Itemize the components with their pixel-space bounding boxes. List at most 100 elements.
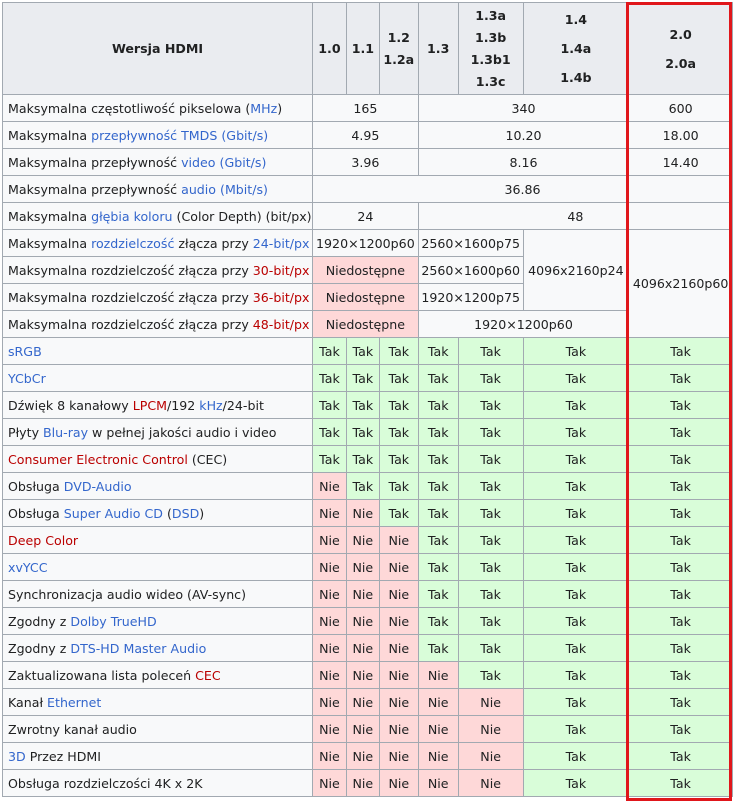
yes-cell: Tak — [417, 337, 459, 365]
feature-row-sacd: Obsługa Super Audio CD (DSD) Nie Nie Tak Ta… — [2, 499, 733, 527]
yes-cell: Tak — [457, 364, 524, 392]
link-ycbcr[interactable]: YCbCr — [8, 370, 46, 386]
yes-cell: Tak — [345, 445, 380, 473]
link-gbits[interactable]: (Gbit/s) — [221, 127, 269, 143]
link-lpcm[interactable]: LPCM — [132, 397, 167, 413]
link-srgb[interactable]: sRGB — [8, 343, 42, 359]
header-1-0: 1.0 — [311, 2, 347, 95]
feature-label-srgb: sRGB — [2, 337, 313, 365]
label-text: Dźwięk 8 kanałowy — [8, 397, 133, 413]
yes-cell: Tak — [628, 607, 733, 635]
link-sacd[interactable]: Super Audio CD — [63, 505, 163, 521]
link-48bit[interactable]: 48-bit/px — [252, 316, 310, 332]
link-audio[interactable]: audio — [181, 181, 217, 197]
header-2-0: 2.0 2.0a — [628, 2, 733, 95]
link-cec[interactable]: CEC — [195, 667, 221, 683]
header-1-2a-label: 1.2a — [383, 51, 415, 67]
yes-cell: Tak — [311, 337, 347, 365]
no-cell: Nie — [457, 715, 524, 743]
spec-row-res-30bit: Maksymalna rozdzielczość złącza przy 30-… — [2, 256, 733, 284]
link-ethernet[interactable]: Ethernet — [47, 694, 102, 710]
header-1-2-label: 1.2 — [387, 29, 410, 45]
spec-label-res-30bit: Maksymalna rozdzielczość złącza przy 30-… — [2, 256, 313, 284]
link-mbits[interactable]: (Mbit/s) — [220, 181, 268, 197]
yes-cell: Tak — [311, 445, 347, 473]
link-24bit[interactable]: 24-bit/px — [252, 235, 310, 251]
no-cell: Nie — [311, 526, 347, 554]
feature-row-lpcm: Dźwięk 8 kanałowy LPCM/192 kHz/24-bit Ta… — [2, 391, 733, 419]
feature-row-srgb: sRGB Tak Tak Tak Tak Tak Tak Tak — [2, 337, 733, 365]
yes-cell: Tak — [522, 661, 630, 689]
yes-cell: Tak — [457, 526, 524, 554]
yes-cell: Tak — [522, 499, 630, 527]
link-3d[interactable]: 3D — [8, 748, 26, 764]
yes-cell: Tak — [522, 472, 630, 500]
spec-label-res-24bit: Maksymalna rozdzielczość złącza przy 24-… — [2, 229, 313, 257]
no-cell: Nie — [378, 715, 419, 743]
no-cell: Nie — [345, 580, 380, 608]
yes-cell: Tak — [522, 445, 630, 473]
value-cell: 4096x2160p60 — [628, 229, 733, 338]
yes-cell: Tak — [378, 418, 419, 446]
link-mhz[interactable]: MHz — [250, 100, 278, 116]
yes-cell: Tak — [457, 391, 524, 419]
yes-cell: Tak — [628, 337, 733, 365]
link-xvycc[interactable]: xvYCC — [8, 559, 48, 575]
link-gbits[interactable]: (Gbit/s) — [219, 154, 267, 170]
no-cell: Nie — [311, 688, 347, 716]
feature-label-deep-color: Deep Color — [2, 526, 313, 554]
label-text: Maksymalna częstotliwość pikselowa ( — [8, 100, 251, 116]
header-1-3: 1.3 — [417, 2, 459, 95]
no-cell: Nie — [417, 769, 459, 797]
header-1-2: 1.2 1.2a — [378, 2, 419, 95]
link-bluray[interactable]: Blu-ray — [43, 424, 89, 440]
spec-label-res-36bit: Maksymalna rozdzielczość złącza przy 36-… — [2, 283, 313, 311]
yes-cell: Tak — [457, 661, 524, 689]
yes-cell: Tak — [378, 337, 419, 365]
feature-row-cec: Consumer Electronic Control (CEC) Tak Tak… — [2, 445, 733, 473]
feature-row-3d: 3D Przez HDMI Nie Nie Nie Nie Nie Tak Tak — [2, 742, 733, 770]
spec-label-audio: Maksymalna przepływność audio (Mbit/s) — [2, 175, 313, 203]
link-dsd[interactable]: DSD — [171, 505, 200, 521]
link-dts-hd[interactable]: DTS-HD Master Audio — [70, 640, 207, 656]
label-text: złącza przy — [174, 235, 253, 251]
no-cell: Nie — [311, 499, 347, 527]
label-text: ) — [199, 505, 205, 521]
link-color-depth[interactable]: głębia koloru — [91, 208, 173, 224]
link-video[interactable]: video — [181, 154, 216, 170]
link-dolby-truehd[interactable]: Dolby TrueHD — [70, 613, 157, 629]
label-text: Maksymalna przepływność — [8, 154, 182, 170]
link-cec[interactable]: Consumer Electronic Control — [8, 451, 188, 467]
header-1-3a: 1.3a 1.3b 1.3b1 1.3c — [457, 2, 524, 95]
link-resolution[interactable]: rozdzielczość — [91, 235, 175, 251]
link-36bit[interactable]: 36-bit/px — [252, 289, 310, 305]
header-1-3b-label: 1.3b — [474, 29, 507, 45]
header-1-3a-label: 1.3a — [475, 7, 507, 23]
label-text: Zgodny z — [8, 613, 71, 629]
yes-cell: Tak — [628, 553, 733, 581]
yes-cell: Tak — [417, 499, 459, 527]
yes-cell: Tak — [345, 364, 380, 392]
yes-cell: Tak — [522, 688, 630, 716]
yes-cell: Tak — [345, 418, 380, 446]
no-cell: Nie — [457, 742, 524, 770]
header-1-4-label: 1.4 — [564, 12, 588, 27]
label-text: Maksymalna rozdzielczość złącza przy — [8, 262, 253, 278]
link-30bit[interactable]: 30-bit/px — [252, 262, 310, 278]
yes-cell: Tak — [457, 634, 524, 662]
link-khz[interactable]: kHz — [199, 397, 223, 413]
yes-cell: Tak — [378, 364, 419, 392]
link-deep-color[interactable]: Deep Color — [8, 532, 79, 548]
value-cell: 36.86 — [311, 175, 733, 203]
yes-cell: Tak — [457, 499, 524, 527]
link-dvd-audio[interactable]: DVD-Audio — [63, 478, 132, 494]
label-text: Maksymalna rozdzielczość złącza przy — [8, 289, 253, 305]
yes-cell: Tak — [628, 418, 733, 446]
yes-cell: Tak — [457, 418, 524, 446]
feature-label-sacd: Obsługa Super Audio CD (DSD) — [2, 499, 313, 527]
no-cell: Nie — [311, 715, 347, 743]
link-tmds[interactable]: przepływność TMDS — [91, 127, 218, 143]
label-text: Maksymalna — [8, 208, 92, 224]
yes-cell: Tak — [628, 580, 733, 608]
yes-cell: Tak — [417, 553, 459, 581]
